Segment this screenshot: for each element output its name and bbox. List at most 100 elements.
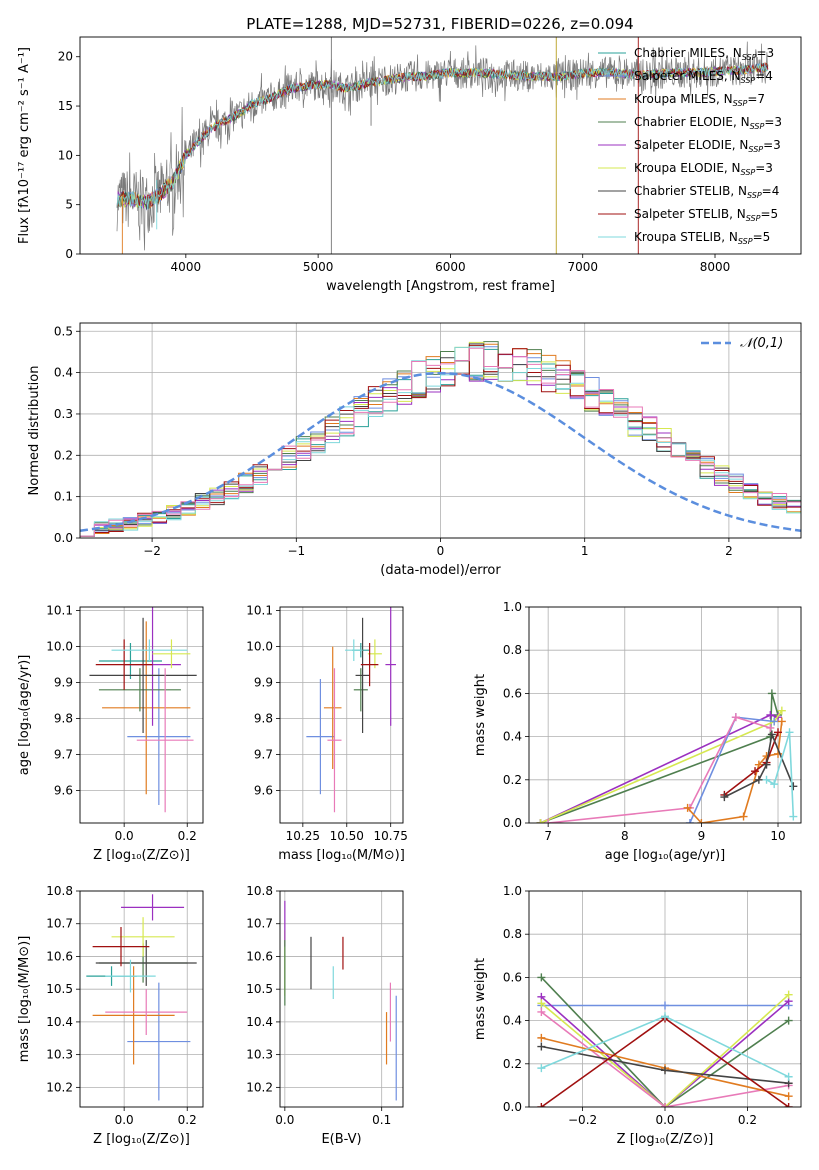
x-tick-label: 0.2 — [178, 1113, 197, 1127]
x-tick-label: 7 — [544, 829, 552, 843]
y-tick-label: 10.0 — [46, 640, 73, 654]
y-tick-label: 5 — [65, 198, 73, 212]
y-tick-label: 0 — [65, 247, 73, 261]
y-tick-label: 10.0 — [246, 640, 273, 654]
weight-marker — [785, 728, 794, 737]
weight-series-line — [540, 693, 779, 823]
y-axis-label: age [log₁₀(age/yr)] — [17, 655, 32, 776]
y-axis-label: mass [log₁₀(M/M⊙)] — [17, 936, 32, 1063]
axes-frame — [79, 322, 802, 539]
weight-series-line — [548, 716, 771, 823]
weight-marker — [537, 1042, 546, 1051]
y-tick-label: 9.6 — [254, 784, 273, 798]
legend-label: Kroupa ELODIE, NSSP=3 — [634, 161, 773, 177]
x-tick-label: 10.50 — [330, 829, 364, 843]
x-tick-label: 10.75 — [374, 829, 408, 843]
weight-marker — [770, 780, 779, 789]
error-bar-point — [111, 639, 188, 661]
x-tick-label: −0.2 — [568, 1113, 597, 1127]
x-axis-label: Z [log₁₀(Z/Z⊙)] — [93, 1132, 190, 1147]
y-tick-label: 0.6 — [503, 686, 522, 700]
y-tick-label: 0.4 — [503, 730, 522, 744]
weight-marker — [770, 717, 779, 726]
x-tick-label: −2 — [143, 544, 161, 558]
x-tick-label: 0 — [437, 544, 445, 558]
x-tick-label: 4000 — [171, 260, 202, 274]
weight-marker — [537, 999, 546, 1008]
weight-marker — [536, 819, 545, 823]
weight-marker — [661, 1001, 669, 1010]
y-tick-label: 0.0 — [503, 816, 522, 830]
weight-marker — [537, 973, 546, 982]
mass-vs-ebv-panel: 0.0 0.1 10.2 10.3 10.4 10.5 10.6 10.7 10.8 E(B-V) — [246, 884, 404, 1147]
weight-series-line — [540, 1011, 789, 1107]
weight-marker — [766, 723, 775, 732]
x-tick-label: 9 — [698, 829, 706, 843]
y-tick-label: 0.8 — [503, 927, 522, 941]
x-tick-label: 0.2 — [178, 829, 197, 843]
weight-marker — [774, 728, 783, 737]
age-vs-mass-panel: 10.25 10.50 10.75 9.6 9.7 9.8 9.9 10.0 10.1 mass … — [246, 604, 408, 863]
normal-curve — [80, 371, 801, 533]
y-tick-label: 9.7 — [54, 748, 73, 762]
weight-marker — [751, 767, 760, 776]
error-bar-point — [121, 894, 185, 921]
weight-series-line — [540, 994, 790, 1107]
legend-label: Chabrier MILES, NSSP=3 — [634, 46, 774, 62]
y-tick-label: 10.8 — [246, 884, 273, 898]
y-axis-label: Flux [fλ10⁻¹⁷ erg cm⁻² s⁻¹ A⁻¹] — [17, 47, 32, 244]
y-axis-label: Normed distribution — [27, 366, 42, 496]
y-tick-label: 10.5 — [246, 982, 273, 996]
weight-marker — [544, 819, 553, 823]
y-tick-label: 0.1 — [54, 490, 73, 504]
weight-vs-Z-panel: −0.2 0.0 0.2 0.0 0.2 0.4 0.6 0.8 1.0 Z [log₁₀(Z/Z… — [473, 884, 802, 1147]
legend-label: Salpeter MILES, NSSP=4 — [634, 69, 773, 85]
mass-vs-Z-points — [86, 894, 197, 1101]
error-bar-point — [306, 679, 335, 795]
y-tick-label: 0.2 — [503, 773, 522, 787]
x-axis-label: (data-model)/error — [380, 563, 501, 578]
y-tick-label: 10.6 — [46, 949, 73, 963]
y-tick-label: 0.3 — [54, 407, 73, 421]
y-tick-label: 10.7 — [46, 917, 73, 931]
y-tick-label: 9.7 — [254, 748, 273, 762]
weight-series-line — [723, 732, 779, 796]
weight-marker — [537, 1064, 546, 1073]
weight-marker — [767, 730, 776, 739]
x-tick-label: 6000 — [435, 260, 466, 274]
y-tick-label: 10.5 — [46, 982, 73, 996]
x-tick-label: 10 — [770, 829, 785, 843]
x-axis-label: age [log₁₀(age/yr)] — [605, 848, 726, 863]
weight-series-line — [766, 732, 795, 817]
error-bar-point — [360, 643, 379, 687]
y-axis-label: mass weight — [473, 958, 488, 1040]
x-tick-label: 0.2 — [738, 1113, 757, 1127]
error-bar-point — [127, 982, 191, 1101]
error-bar-point — [353, 668, 368, 712]
axes-frame — [279, 606, 404, 824]
weight-marker — [784, 1016, 793, 1025]
y-tick-label: 0.2 — [503, 1057, 522, 1071]
x-tick-label: 0.1 — [372, 1113, 391, 1127]
x-tick-label: 0.0 — [275, 1113, 294, 1127]
figure-title: PLATE=1288, MJD=52731, FIBERID=0226, z=0… — [246, 15, 633, 33]
x-tick-label: 0.0 — [115, 829, 134, 843]
error-bar-point — [136, 668, 194, 813]
mass-vs-Z-panel: 0.0 0.2 10.2 10.3 10.4 10.5 10.6 10.7 10.8 Z [log… — [17, 884, 204, 1147]
legend-label: Kroupa MILES, NSSP=7 — [634, 92, 765, 108]
y-tick-label: 9.8 — [54, 712, 73, 726]
weight-marker — [762, 760, 771, 769]
weight-marker — [731, 713, 740, 722]
y-tick-label: 10 — [58, 148, 73, 162]
legend-label: Chabrier ELODIE, NSSP=3 — [634, 115, 782, 131]
weight-vs-age-panel: 7 8 9 10 0.0 0.2 0.4 0.6 0.8 1.0 age [log₁₀(age/yr… — [473, 600, 802, 863]
error-bar-point — [127, 668, 191, 805]
x-axis-label: Z [log₁₀(Z/Z⊙)] — [93, 848, 190, 863]
spectrum-lines — [116, 37, 769, 254]
y-tick-label: 10.6 — [246, 949, 273, 963]
y-tick-label: 9.9 — [54, 676, 73, 690]
weight-marker — [777, 706, 786, 715]
y-tick-label: 9.9 — [254, 676, 273, 690]
x-axis-label: Z [log₁₀(Z/Z⊙)] — [617, 1132, 714, 1147]
histogram-step — [80, 347, 801, 537]
